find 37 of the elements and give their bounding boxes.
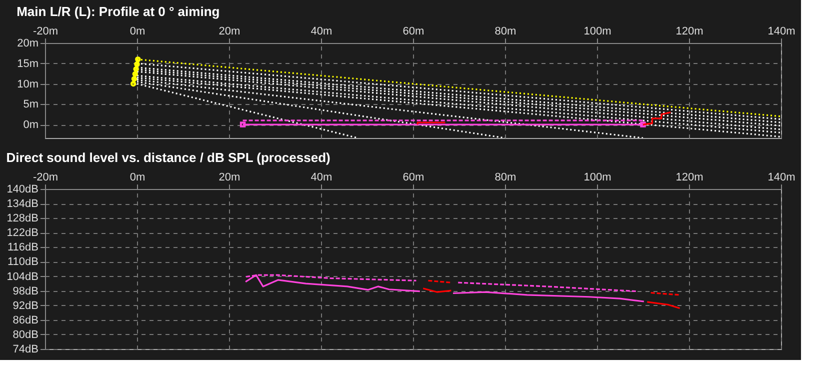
y-tick-label: 98dB	[12, 285, 38, 298]
x-tick-label: 60m	[402, 172, 424, 184]
y-tick-label: 134dB	[6, 198, 38, 210]
y-tick-label: 104dB	[6, 270, 38, 283]
x-tick-label: 20m	[218, 172, 240, 184]
y-tick-label: 122dB	[6, 227, 38, 240]
y-tick-label: 110dB	[8, 256, 38, 268]
x-tick-label: 140m	[768, 172, 796, 184]
chart-title: Main L/R (L): Profile at 0 ° aiming	[16, 4, 220, 19]
x-tick-label: -20m	[32, 172, 58, 184]
x-tick-label: 0m	[130, 172, 146, 184]
y-tick-label: 20m	[17, 38, 38, 50]
x-tick-label: 120m	[676, 26, 704, 38]
y-tick-label: 80dB	[12, 328, 38, 341]
x-tick-label: 100m	[584, 172, 612, 184]
y-tick-label: 86dB	[12, 314, 38, 326]
x-tick-label: 120m	[676, 172, 704, 184]
y-tick-label: 15m	[17, 58, 38, 70]
y-tick-label: 116dB	[8, 242, 38, 254]
y-tick-label: 5m	[23, 98, 38, 111]
x-tick-label: 80m	[494, 172, 516, 184]
x-tick-label: 80m	[494, 26, 516, 38]
x-tick-label: 0m	[130, 26, 146, 38]
y-tick-label: 92dB	[12, 300, 38, 312]
y-tick-label: 140dB	[6, 184, 38, 196]
x-tick-label: 40m	[310, 172, 332, 184]
y-tick-label: 74dB	[12, 344, 38, 356]
chart-title: Direct sound level vs. distance / dB SPL (processed)	[6, 150, 330, 165]
x-tick-label: 100m	[584, 26, 612, 38]
x-tick-label: 40m	[310, 26, 332, 38]
y-tick-label: 0m	[23, 119, 38, 132]
x-tick-label: -20m	[32, 26, 58, 38]
x-tick-label: 20m	[218, 26, 240, 38]
y-tick-label: 10m	[17, 78, 38, 90]
y-tick-label: 128dB	[6, 212, 38, 225]
x-tick-label: 60m	[402, 26, 424, 38]
x-tick-label: 140m	[768, 26, 796, 38]
